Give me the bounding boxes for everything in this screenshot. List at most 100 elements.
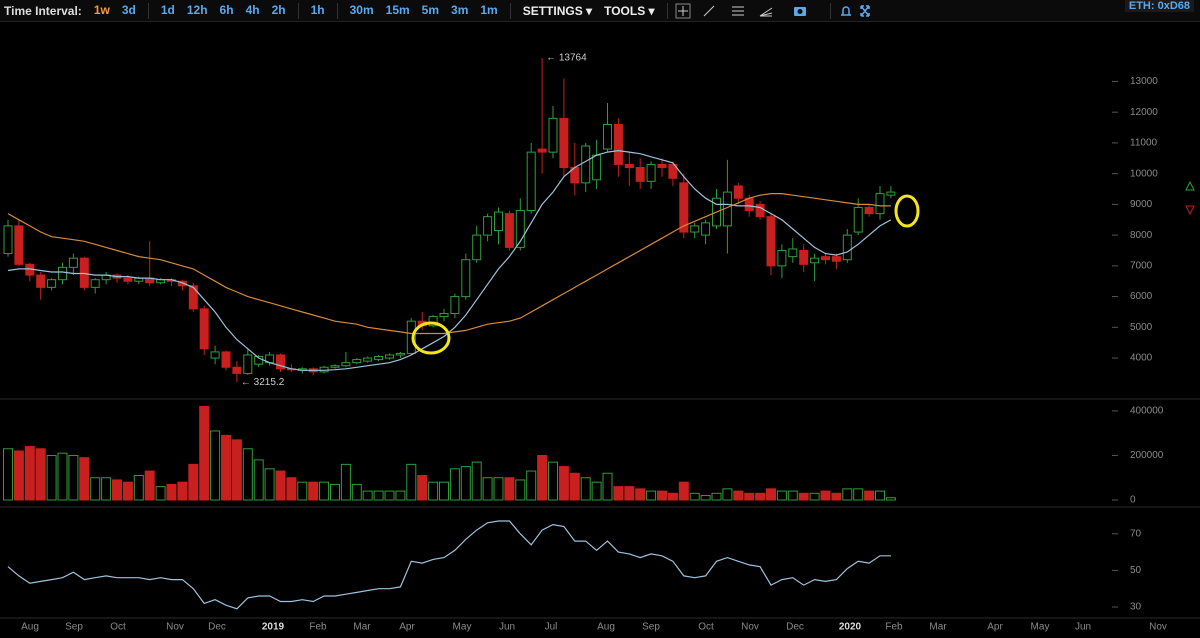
interval-label: Time Interval: [4,3,82,18]
x-tick-label: Sep [642,622,660,633]
candle-body [188,285,198,310]
x-tick-label: Feb [309,622,327,633]
volume-bar [798,492,809,501]
candle-body [395,352,405,356]
volume-bar [624,486,635,501]
volume-bar [439,481,449,501]
interval-button[interactable]: 1m [480,2,498,17]
x-tick-label: Aug [597,622,615,633]
interval-button[interactable]: 15m [385,2,410,17]
interval-button[interactable]: 12h [186,2,208,17]
candle-body [406,320,416,354]
interval-button[interactable]: 3m [451,2,469,17]
volume-bar [548,461,558,501]
y-tick-label: 7000 [1130,260,1153,271]
volume-bar [613,486,624,501]
tools-menu[interactable]: TOOLS ▾ [604,3,655,18]
candle-body [875,193,885,215]
volume-bar [831,492,842,501]
volume-bar [188,463,199,501]
candle-body [243,354,253,374]
candle-body [646,163,656,182]
y-tick-label: 400000 [1130,406,1164,417]
volume-bar [13,450,24,501]
candle-body [276,354,285,370]
toolbar: Time Interval: 1w 3d 1d 12h 6h 4h 2h 1h 30m 15m 5m… [0,0,1200,22]
settings-menu[interactable]: SETTINGS ▾ [522,3,593,18]
volume-bar [79,457,90,501]
line-tool[interactable] [703,5,714,16]
volume-bar [384,490,395,501]
candle-body [472,234,482,261]
candle-body [363,357,373,362]
candle-body [690,225,700,233]
y-tick-label: 10000 [1130,168,1158,179]
candle-body [592,154,602,181]
candle-body [47,279,57,288]
interval-button[interactable]: 3d [121,2,136,17]
fan-tool[interactable] [759,7,772,16]
y-tick-label: 200000 [1130,450,1164,461]
settings-label: SETTINGS [522,3,583,18]
y-tick-label: 50 [1130,565,1142,576]
interval-button[interactable]: 5m [421,2,440,17]
volume-bar [471,461,482,501]
volume-bar [493,477,504,501]
volume-bar [101,477,112,501]
rsi-line [7,520,891,610]
candle-body [352,359,362,364]
low-annotation: ← 3215.2 [241,377,285,388]
volume-bar [635,488,646,501]
interval-button[interactable]: 30m [349,2,374,17]
volume-bar [68,454,79,501]
fullscreen-tool[interactable] [859,4,870,17]
x-tick-label: May [453,622,472,633]
y-tick-label: 8000 [1130,230,1153,241]
interval-button[interactable]: 6h [219,2,234,17]
candle-body [36,274,46,288]
volume-bar [809,492,820,501]
interval-button[interactable]: 2h [271,2,286,17]
x-tick-label: Oct [698,622,714,633]
candle-body [559,117,569,169]
interval-button[interactable]: 1h [310,2,325,17]
volume-bar [144,470,155,501]
volume-bar [700,495,711,501]
x-tick-label: Dec [786,622,804,633]
volume-bar [264,468,275,501]
x-tick-label: Aug [21,622,39,633]
x-tick-label: Mar [353,622,371,633]
volume-bar [864,490,875,501]
candle-body [14,225,24,265]
volume-bar [395,490,406,501]
volume-bar [406,463,417,501]
interval-button[interactable]: 1w [93,2,110,17]
volume-bar [776,490,787,501]
separator [147,2,149,19]
fib-tool[interactable] [731,6,744,15]
volume-bar [504,477,515,501]
volume-bar [330,483,340,501]
volume-bar [689,492,700,501]
x-tick-label: May [1031,622,1050,633]
x-tick-label: Apr [987,622,1003,633]
volume-bar [35,448,46,501]
crosshair-tool[interactable] [675,3,691,18]
y-tick-label: 12000 [1130,107,1158,118]
y-tick-label: 30 [1130,602,1142,613]
volume-bar [569,472,580,501]
volume-bar [340,463,351,501]
candle-body [68,257,78,268]
alert-tool[interactable] [840,5,851,16]
candle-body [831,256,841,262]
volume-bar [3,448,13,501]
interval-button[interactable]: 4h [245,2,260,17]
interval-button[interactable]: 1d [160,2,175,17]
tool-icons [675,3,806,18]
volume-bar [875,490,885,501]
volume-bar [657,490,667,501]
volume-bar [580,477,591,501]
volume-bar [678,481,689,501]
